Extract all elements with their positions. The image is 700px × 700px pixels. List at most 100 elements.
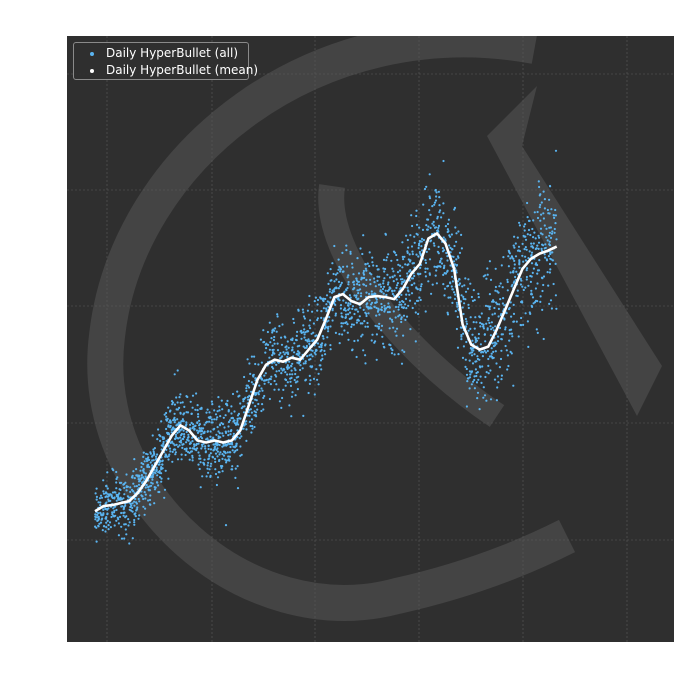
scatter-point	[102, 490, 105, 493]
scatter-point	[387, 281, 390, 284]
scatter-point	[368, 272, 372, 275]
legend-entry-all: Daily HyperBullet (all)	[74, 45, 248, 62]
scatter-point	[334, 273, 337, 276]
scatter-point	[157, 484, 160, 487]
scatter-point	[433, 244, 436, 247]
scatter-point	[511, 256, 514, 259]
scatter-point	[207, 461, 210, 464]
scatter-point	[117, 498, 120, 501]
scatter-point	[272, 351, 275, 354]
scatter-point	[385, 259, 388, 262]
scatter-point	[102, 492, 106, 495]
scatter-point	[178, 430, 181, 433]
scatter-point	[433, 203, 436, 206]
scatter-point	[365, 312, 368, 315]
scatter-point	[96, 516, 99, 519]
scatter-point	[191, 456, 194, 459]
scatter-point	[465, 367, 468, 371]
scatter-point	[512, 312, 516, 315]
scatter-point	[222, 450, 226, 453]
scatter-point	[270, 337, 273, 340]
scatter-point	[133, 485, 136, 488]
scatter-point	[413, 235, 416, 238]
scatter-point	[443, 264, 446, 267]
scatter-point	[477, 296, 480, 299]
scatter-point	[212, 443, 215, 446]
scatter-point	[437, 245, 440, 248]
scatter-point	[190, 450, 193, 453]
scatter-point	[350, 323, 354, 326]
scatter-point	[176, 369, 179, 372]
scatter-point	[142, 505, 145, 508]
scatter-point	[104, 507, 107, 511]
scatter-point	[173, 421, 176, 424]
scatter-point	[452, 255, 455, 258]
scatter-point	[376, 325, 379, 328]
scatter-point	[479, 375, 482, 378]
scatter-point	[309, 379, 312, 382]
scatter-point	[428, 258, 432, 261]
scatter-point	[407, 263, 410, 266]
scatter-point	[154, 472, 157, 475]
scatter-point	[522, 260, 525, 263]
scatter-point	[233, 422, 236, 425]
scatter-point	[263, 382, 266, 385]
scatter-point	[190, 421, 193, 424]
scatter-point	[411, 253, 414, 256]
scatter-point	[541, 308, 544, 311]
scatter-point	[428, 209, 431, 212]
scatter-point	[478, 316, 482, 319]
scatter-point	[105, 521, 108, 524]
scatter-point	[347, 280, 350, 284]
scatter-point	[331, 319, 334, 322]
scatter-point	[269, 341, 272, 344]
scatter-point	[490, 321, 493, 324]
scatter-point	[417, 244, 421, 247]
scatter-point	[470, 348, 473, 351]
scatter-point	[250, 390, 253, 393]
scatter-point	[422, 203, 425, 206]
scatter-point	[493, 378, 497, 381]
scatter-point	[194, 408, 197, 411]
scatter-point	[134, 497, 137, 501]
scatter-point	[356, 310, 360, 313]
scatter-point	[291, 373, 294, 376]
scatter-point	[294, 369, 297, 372]
scatter-point	[377, 283, 381, 286]
scatter-point	[108, 521, 112, 524]
scatter-point	[512, 320, 516, 323]
scatter-point	[509, 301, 512, 304]
scatter-point	[382, 258, 386, 261]
scatter-point	[185, 449, 188, 452]
scatter-point	[471, 362, 475, 365]
scatter-point	[278, 369, 281, 372]
scatter-point	[376, 268, 379, 271]
scatter-point	[403, 350, 406, 353]
scatter-point	[449, 246, 452, 249]
scatter-point	[489, 334, 492, 337]
scatter-point	[332, 272, 335, 276]
scatter-point	[397, 308, 400, 311]
scatter-point	[143, 460, 146, 463]
scatter-point	[471, 299, 475, 302]
scatter-point	[462, 332, 465, 335]
scatter-point	[244, 423, 247, 426]
scatter-point	[179, 401, 182, 404]
scatter-point	[147, 488, 150, 491]
scatter-point	[283, 353, 286, 356]
scatter-point	[140, 490, 143, 493]
scatter-point	[320, 368, 323, 371]
scatter-point	[133, 500, 136, 503]
scatter-point	[95, 495, 98, 498]
scatter-point	[410, 277, 413, 280]
scatter-point	[306, 355, 309, 358]
scatter-point	[99, 504, 102, 507]
scatter-point	[433, 265, 436, 268]
scatter-point	[512, 303, 515, 306]
scatter-point	[477, 332, 480, 336]
scatter-point	[151, 459, 154, 462]
scatter-point	[290, 349, 293, 352]
scatter-point	[388, 305, 391, 308]
scatter-point	[291, 391, 294, 394]
scatter-point	[203, 458, 206, 461]
